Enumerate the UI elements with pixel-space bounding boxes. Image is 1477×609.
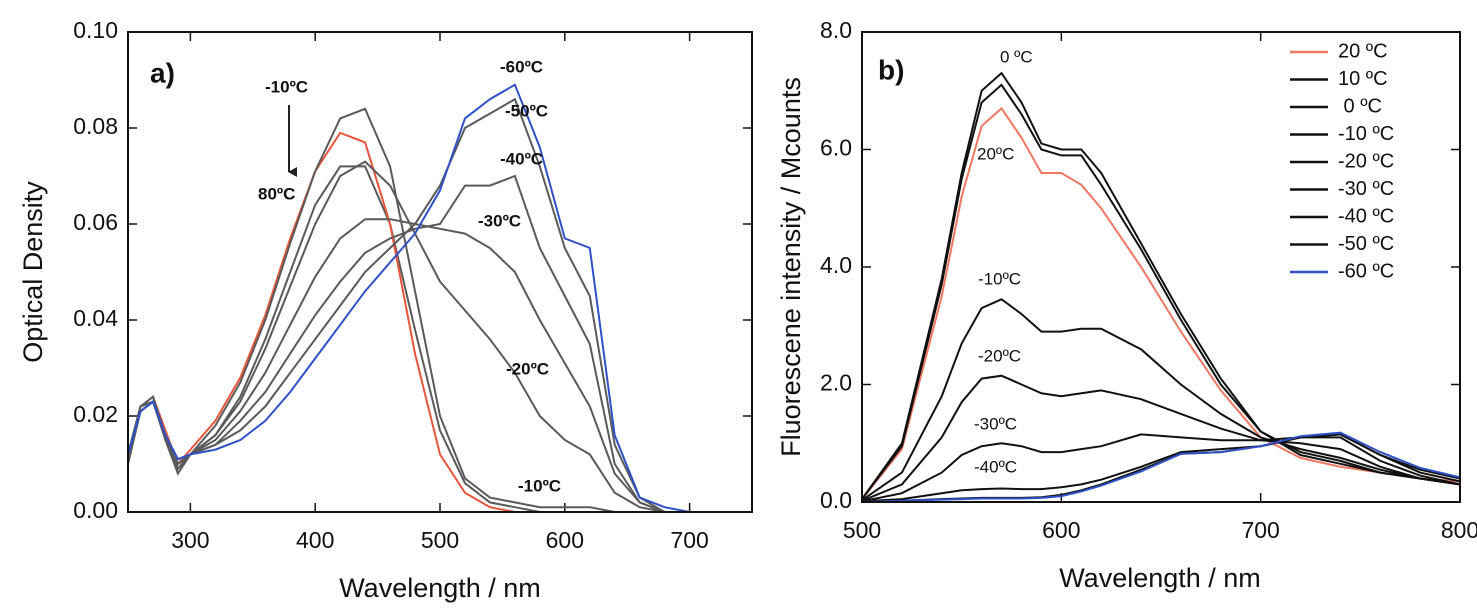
x-tick-label: 600 (546, 527, 584, 553)
plot-frame (861, 31, 1461, 503)
x-tick-label: 800 (1441, 517, 1477, 543)
y-tick-label: 4.0 (820, 252, 852, 278)
series-line (861, 433, 1461, 503)
series-line (861, 83, 1461, 500)
y-tick-label: 8.0 (820, 17, 852, 43)
annotation: -30ºC (974, 414, 1017, 433)
legend-label: 10 ºC (1338, 68, 1388, 90)
annotation: 80ºC (258, 184, 295, 203)
annotation: -40ºC (974, 457, 1017, 476)
series-line (861, 298, 1461, 502)
x-tick-label: 400 (296, 527, 334, 553)
panel-label: b) (878, 54, 904, 85)
annotation: -10ºC (518, 476, 561, 495)
annotation: -50ºC (505, 101, 548, 120)
annotation: -40ºC (500, 149, 543, 168)
legend-label: 0 ºC (1338, 95, 1382, 117)
annotation: -10ºC (978, 269, 1021, 288)
y-tick-label: 0.0 (820, 487, 852, 513)
x-tick-label: 300 (171, 527, 209, 553)
series-line (861, 106, 1461, 500)
legend-label: -40 ºC (1338, 205, 1394, 227)
legend-label: -60 ºC (1338, 260, 1394, 282)
y-tick-label: 0.06 (73, 209, 118, 235)
annotation: 20ºC (977, 144, 1014, 163)
x-tick-label: 700 (1241, 517, 1279, 543)
series-line (861, 433, 1461, 503)
series-line (861, 71, 1461, 500)
series-line (127, 131, 690, 513)
y-axis-title: Optical Density (18, 181, 48, 363)
annotation: -20ºC (978, 346, 1021, 365)
x-tick-label: 700 (670, 527, 708, 553)
y-tick-label: 0.08 (73, 113, 118, 139)
series-line (127, 174, 690, 513)
x-tick-label: 500 (843, 517, 881, 543)
legend-label: -50 ºC (1338, 233, 1394, 255)
annotation: -10ºC (265, 77, 308, 96)
annotation: -30ºC (478, 211, 521, 230)
x-axis-title: Wavelength / nm (1059, 563, 1261, 593)
series-line (127, 107, 690, 513)
series-line (861, 374, 1461, 502)
series-line (127, 160, 690, 513)
y-tick-label: 2.0 (820, 370, 852, 396)
annotation: -60ºC (500, 57, 543, 76)
y-tick-label: 6.0 (820, 135, 852, 161)
y-tick-label: 0.02 (73, 401, 118, 427)
y-tick-label: 0.04 (73, 305, 118, 331)
panel-label: a) (150, 57, 175, 88)
series-line (861, 431, 1461, 503)
x-tick-label: 600 (1042, 517, 1080, 543)
x-axis-title: Wavelength / nm (339, 573, 541, 603)
series-line (127, 165, 690, 513)
x-tick-label: 500 (421, 527, 459, 553)
legend-label: -10 ºC (1338, 123, 1394, 145)
legend-label: -30 ºC (1338, 178, 1394, 200)
series-line (127, 83, 690, 513)
plot-frame (127, 31, 753, 513)
y-tick-label: 0.00 (73, 497, 118, 523)
y-tick-label: 0.10 (73, 17, 118, 43)
legend-label: 20 ºC (1338, 40, 1388, 62)
legend-label: -20 ºC (1338, 150, 1394, 172)
annotation: -20ºC (506, 359, 549, 378)
annotation: 0 ºC (1000, 47, 1033, 66)
y-axis-title: Fluorescene intensity / Mcounts (776, 77, 806, 457)
